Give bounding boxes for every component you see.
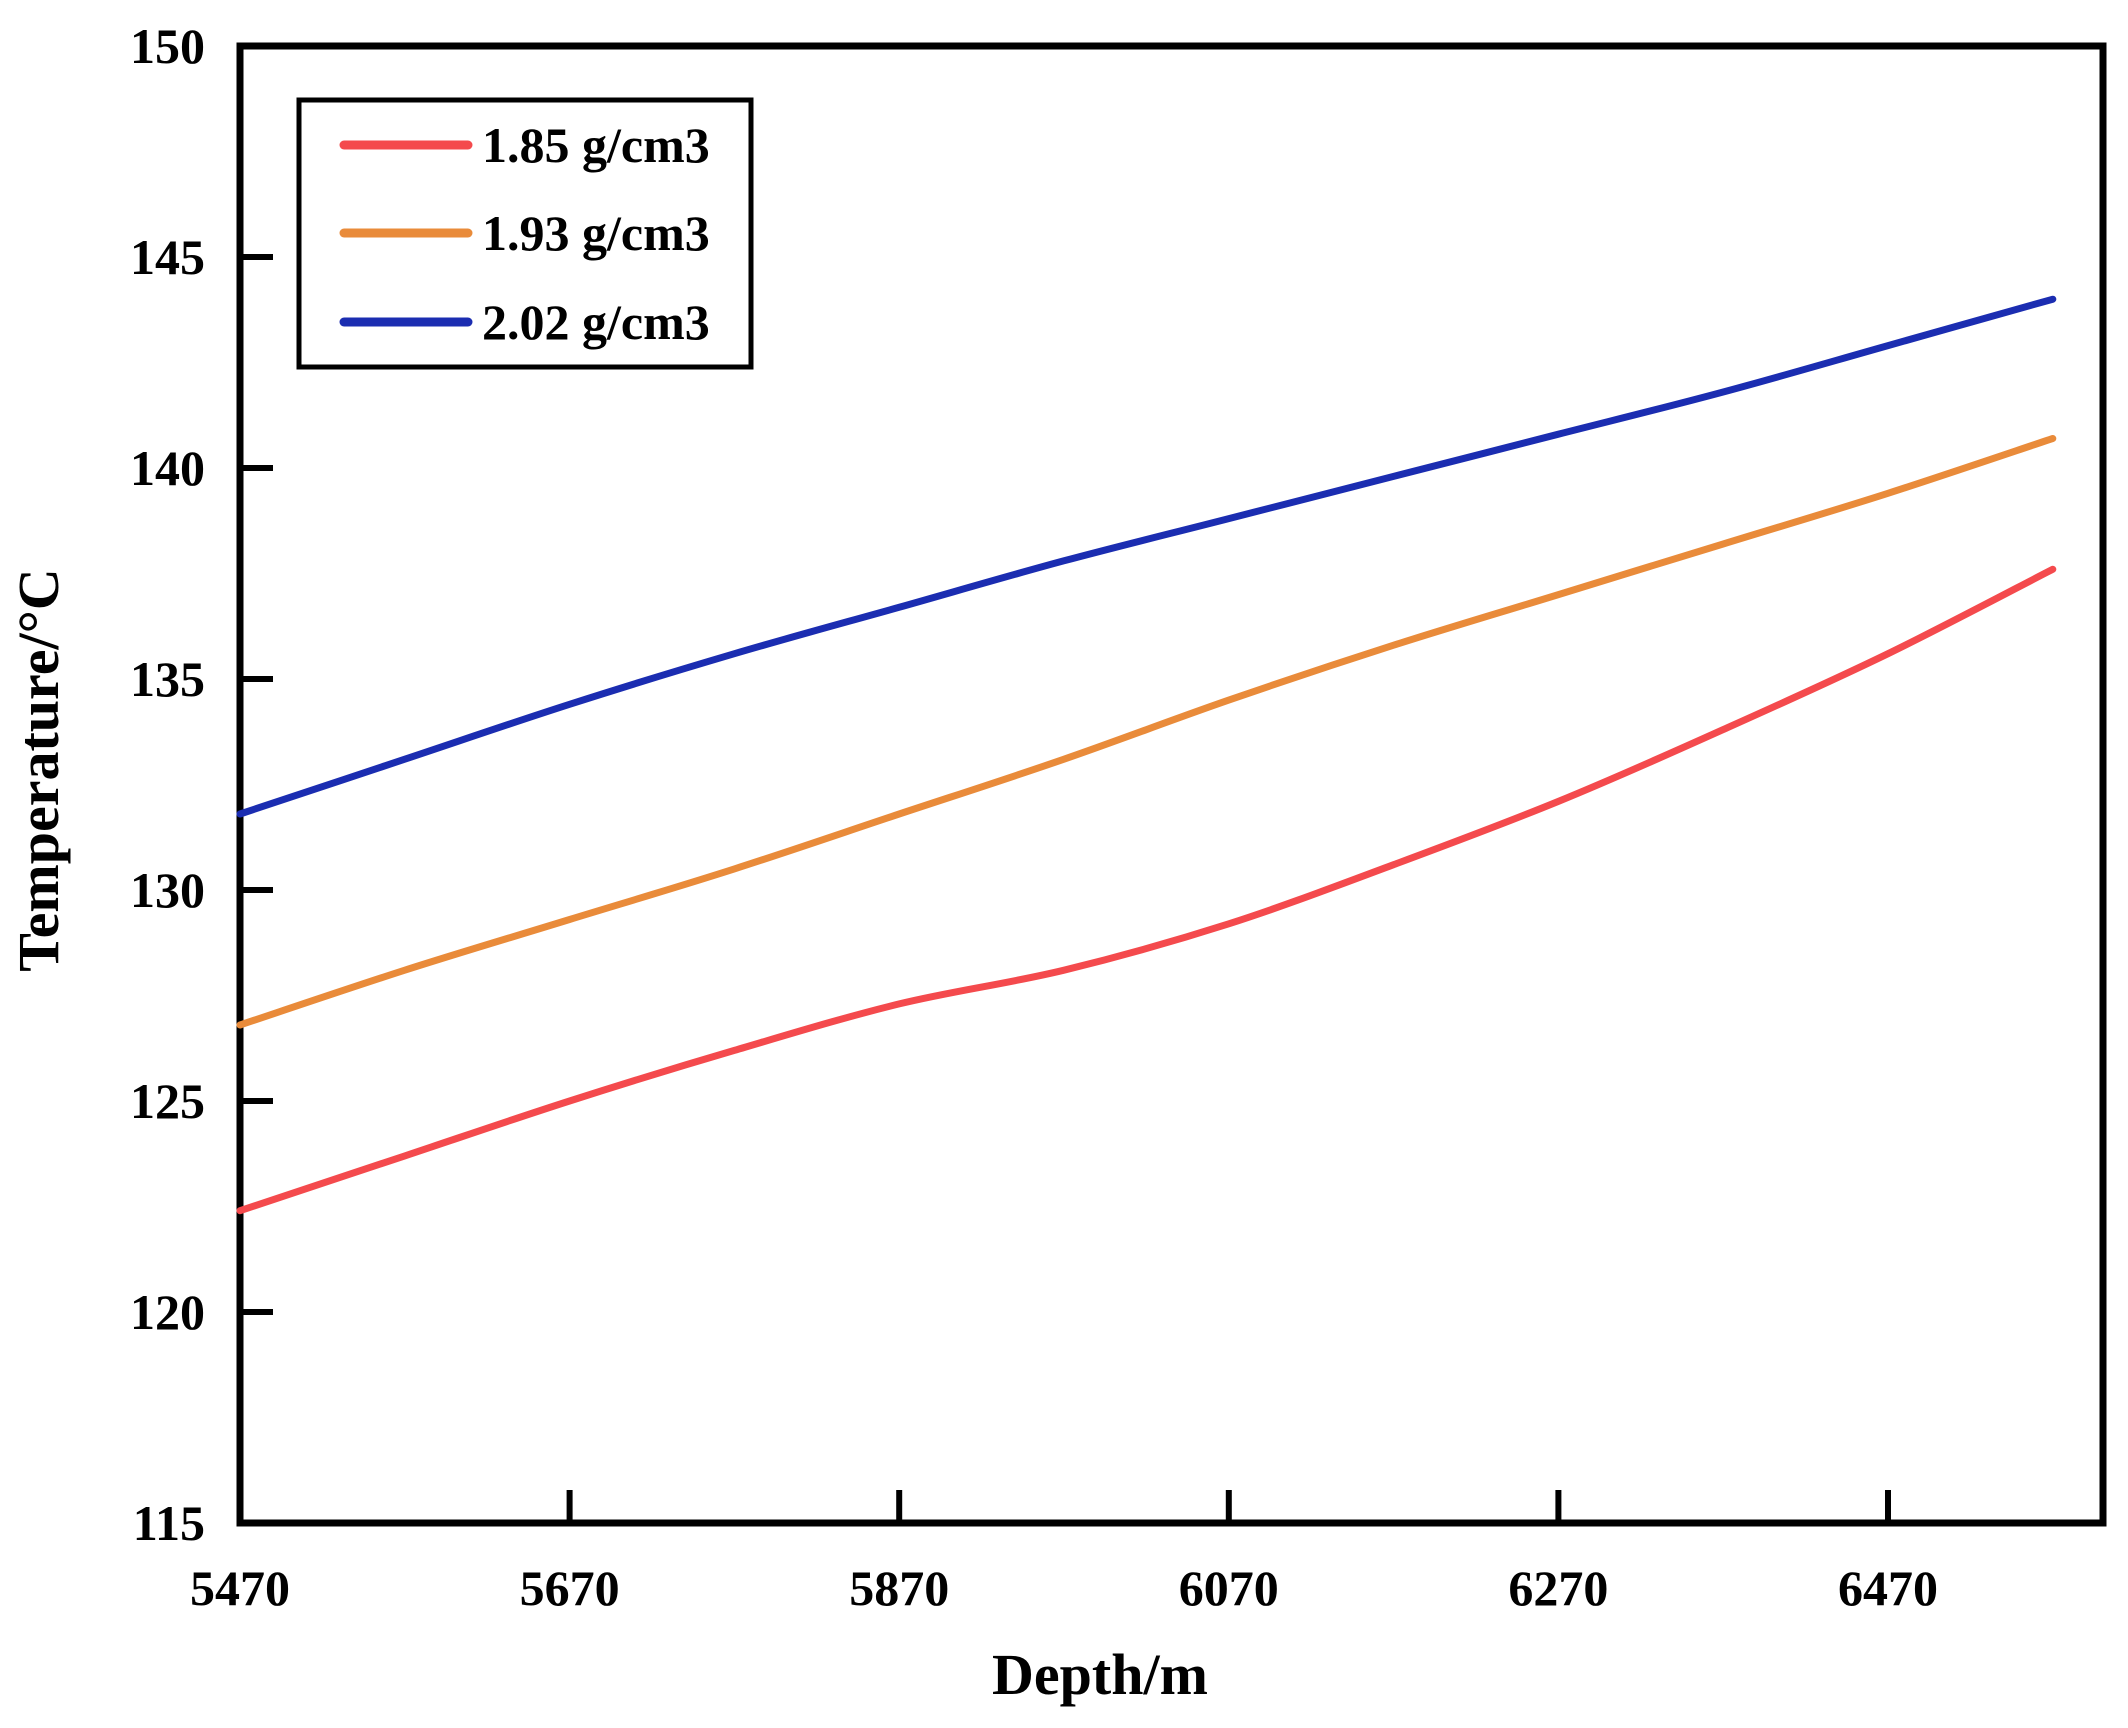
x-axis-title: Depth/m <box>992 1642 1208 1707</box>
legend-item-2: 2.02 g/cm3 <box>339 294 710 350</box>
x-axis-tick-labels: 5470 5670 5870 6070 6270 6470 <box>190 1560 1938 1616</box>
y-axis-title: Temperature/°C <box>6 568 71 971</box>
y-tick-label: 125 <box>130 1073 205 1129</box>
x-tick-label: 5670 <box>520 1560 620 1616</box>
series-line-1 <box>236 435 2057 1029</box>
x-tick-label: 6270 <box>1508 1560 1608 1616</box>
y-tick-label: 145 <box>130 229 205 285</box>
x-axis-ticks <box>566 1490 1891 1520</box>
x-tick-label: 6470 <box>1838 1560 1938 1616</box>
legend-item-0: 1.85 g/cm3 <box>339 117 710 173</box>
data-series-lines <box>236 295 2057 1215</box>
x-tick-label: 6070 <box>1179 1560 1279 1616</box>
legend-label-1: 1.93 g/cm3 <box>482 205 710 261</box>
series-line-2 <box>236 295 2057 818</box>
y-tick-label: 135 <box>130 651 205 707</box>
plot-frame <box>236 42 2107 1527</box>
legend-item-1: 1.93 g/cm3 <box>339 205 710 261</box>
legend-label-2: 2.02 g/cm3 <box>482 294 710 350</box>
y-tick-label: 130 <box>130 862 205 918</box>
y-tick-label: 140 <box>130 440 205 496</box>
legend-label-0: 1.85 g/cm3 <box>482 117 710 173</box>
y-axis-ticks <box>243 254 273 1315</box>
y-tick-label: 120 <box>130 1284 205 1340</box>
series-line-0 <box>236 565 2057 1215</box>
y-axis-tick-labels: 115 120 125 130 135 140 145 150 <box>130 18 205 1551</box>
y-tick-label: 115 <box>133 1495 205 1551</box>
legend: 1.85 g/cm3 1.93 g/cm3 2.02 g/cm3 <box>296 97 754 370</box>
y-tick-label: 150 <box>130 18 205 74</box>
x-tick-label: 5870 <box>849 1560 949 1616</box>
x-tick-label: 5470 <box>190 1560 290 1616</box>
